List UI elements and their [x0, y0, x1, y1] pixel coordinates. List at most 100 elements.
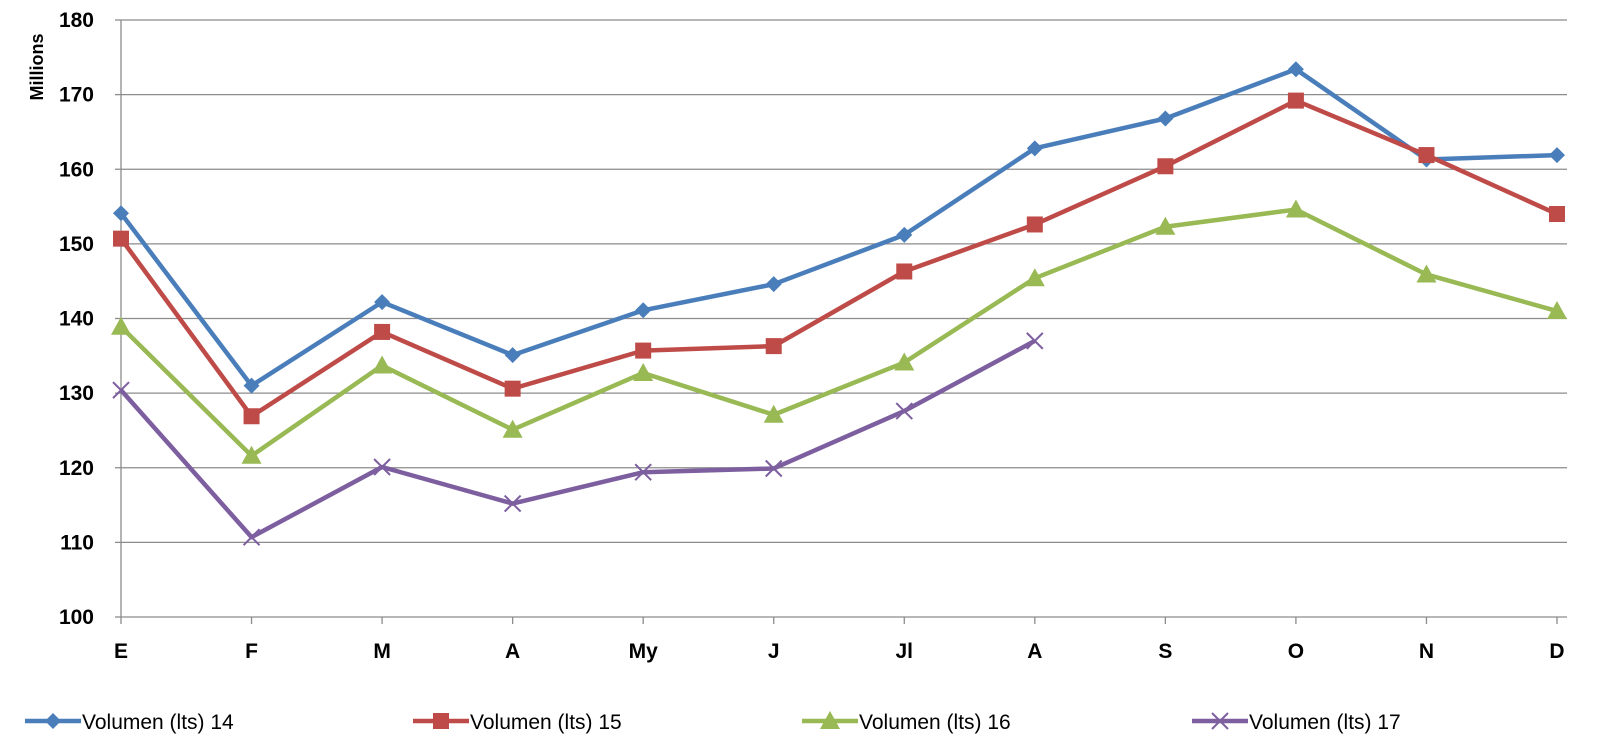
- data-point: [113, 230, 129, 247]
- legend-label: Volumen (lts) 17: [1249, 711, 1401, 734]
- data-point: [895, 402, 913, 420]
- y-tick-labels: 100 110 120 130 140 150 160 170 180: [59, 9, 94, 629]
- data-point: [635, 302, 652, 319]
- legend-label: Volumen (lts) 15: [470, 711, 622, 734]
- data-point: [1157, 110, 1174, 127]
- legend-label: Volumen (lts) 16: [859, 711, 1011, 734]
- data-point: [1416, 264, 1437, 283]
- data-point: [1549, 206, 1565, 223]
- series-line: [119, 67, 1558, 388]
- series-2: [113, 92, 1565, 425]
- series-4: [112, 332, 1044, 546]
- y-tick-label: 150: [59, 233, 94, 256]
- x-tick-label: M: [373, 640, 391, 663]
- data-point: [765, 276, 782, 293]
- y-tick-label: 120: [59, 457, 94, 480]
- data-point: [763, 404, 784, 423]
- series-line: [119, 338, 1036, 540]
- data-point: [1285, 199, 1306, 218]
- data-point: [1547, 301, 1567, 320]
- x-tick-label: A: [1027, 640, 1042, 663]
- data-point: [504, 380, 521, 397]
- data-point: [633, 362, 654, 381]
- x-tick-label: E: [114, 640, 128, 663]
- x-tick-label: J: [768, 640, 780, 663]
- x-marker-stroke: [373, 458, 391, 476]
- series-line: [119, 207, 1558, 459]
- x-marker-stroke: [895, 402, 913, 420]
- axes: [115, 19, 1567, 624]
- x-tick-label: S: [1158, 640, 1172, 663]
- data-point: [111, 316, 131, 335]
- x-marker-stroke: [112, 381, 130, 399]
- data-point: [1026, 332, 1044, 350]
- x-tick-label: A: [505, 640, 520, 663]
- data-point: [765, 338, 782, 355]
- legend-marker: [433, 713, 449, 729]
- x-marker-stroke: [1026, 332, 1044, 350]
- series-lines: [111, 61, 1567, 546]
- legend-marker: [45, 713, 61, 729]
- x-marker-stroke: [1211, 712, 1229, 730]
- data-point: [896, 226, 913, 243]
- data-point: [765, 459, 783, 478]
- data-point: [1026, 216, 1043, 233]
- data-point: [242, 528, 261, 546]
- data-point: [243, 408, 260, 425]
- series-line: [119, 98, 1558, 419]
- legend: Volumen (lts) 14 Volumen (lts) 15 Volumen …: [25, 711, 1401, 734]
- data-point: [1418, 147, 1435, 164]
- y-axis-label: Millions: [27, 34, 47, 101]
- series-1: [113, 61, 1565, 394]
- data-point: [894, 352, 915, 371]
- x-tick-label: My: [629, 640, 658, 663]
- legend-marker: [820, 711, 840, 729]
- y-tick-label: 100: [59, 606, 94, 629]
- legend-item: Volumen (lts) 17: [1192, 711, 1401, 734]
- series-3: [111, 199, 1567, 464]
- data-point: [1024, 268, 1045, 287]
- y-tick-label: 160: [59, 158, 94, 181]
- data-point: [1155, 216, 1176, 235]
- x-tick-label: Jl: [896, 640, 914, 663]
- data-point: [112, 381, 130, 399]
- data-point: [1157, 158, 1174, 175]
- legend-item: Volumen (lts) 16: [802, 711, 1011, 734]
- data-point: [374, 294, 391, 311]
- data-point: [635, 342, 652, 359]
- data-point: [503, 494, 522, 513]
- x-tick-label: D: [1549, 640, 1564, 663]
- x-marker-stroke: [634, 463, 652, 481]
- x-marker-stroke: [765, 459, 783, 478]
- legend-item: Volumen (lts) 14: [25, 711, 234, 734]
- data-point: [1287, 92, 1304, 109]
- data-point: [372, 355, 393, 374]
- y-tick-label: 110: [60, 531, 94, 554]
- data-point: [113, 205, 129, 222]
- grid-lines: [121, 19, 1567, 544]
- data-point: [502, 419, 523, 438]
- x-tick-label: F: [245, 640, 258, 663]
- legend-marker: [1211, 712, 1229, 730]
- legend-label: Volumen (lts) 14: [82, 711, 234, 734]
- y-tick-label: 180: [59, 9, 94, 32]
- data-point: [1287, 61, 1304, 78]
- data-point: [243, 377, 260, 394]
- x-marker-stroke: [242, 528, 261, 546]
- x-tick-label: N: [1419, 640, 1434, 663]
- legend-item: Volumen (lts) 15: [413, 711, 622, 734]
- data-point: [1026, 140, 1043, 157]
- x-tick-label: O: [1288, 640, 1304, 663]
- y-tick-label: 140: [59, 308, 94, 331]
- data-point: [373, 458, 391, 476]
- data-point: [634, 463, 652, 481]
- data-point: [1549, 147, 1565, 164]
- data-point: [241, 445, 262, 464]
- data-point: [896, 263, 913, 280]
- y-tick-label: 170: [59, 84, 94, 107]
- y-tick-label: 130: [59, 382, 94, 405]
- data-point: [374, 323, 391, 340]
- x-tick-labels: E F M A My J Jl A S O N D: [114, 640, 1565, 663]
- x-marker-stroke: [503, 494, 522, 513]
